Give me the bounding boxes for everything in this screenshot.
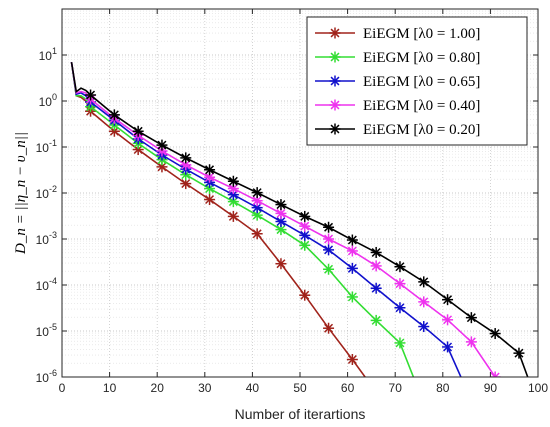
data-point (329, 27, 341, 39)
data-point (370, 260, 382, 272)
legend-entry: EiEGM [λ0 = 1.00] (315, 26, 480, 42)
data-point (442, 341, 454, 353)
data-point (275, 199, 287, 211)
series-5 (70, 61, 529, 377)
legend-label: EiEGM [λ0 = 0.65] (363, 74, 480, 90)
legend-entry: EiEGM [λ0 = 0.80] (315, 50, 480, 66)
data-point (132, 125, 144, 137)
legend-label: EiEGM [λ0 = 0.40] (363, 98, 480, 114)
y-tick-label: 10-5 (36, 322, 57, 339)
data-point (275, 258, 287, 270)
x-tick-label: 60 (341, 381, 355, 395)
y-tick-label: 10-6 (36, 368, 57, 385)
data-point (299, 239, 311, 251)
data-point (85, 89, 97, 101)
x-tick-label: 100 (528, 381, 548, 395)
data-point (418, 296, 430, 308)
data-point (180, 152, 192, 164)
data-point (251, 228, 263, 240)
series-1 (70, 62, 367, 377)
x-tick-label: 0 (59, 381, 66, 395)
x-tick-label: 40 (246, 381, 260, 395)
data-point (227, 210, 239, 222)
data-point (346, 354, 358, 366)
data-point (227, 175, 239, 187)
data-point (489, 371, 501, 377)
y-tick-label: 101 (39, 46, 57, 63)
data-point (108, 109, 120, 121)
y-axis-label-text: D_n = ||η_n − υ_n|| (13, 132, 29, 255)
data-point (323, 322, 335, 334)
data-point (370, 282, 382, 294)
data-point (465, 336, 477, 348)
data-point (323, 263, 335, 275)
data-point (299, 289, 311, 301)
data-point (346, 234, 358, 246)
y-axis-label: D_n = ||η_n − υ_n|| (13, 132, 29, 255)
data-point (394, 261, 406, 273)
data-point (346, 262, 358, 274)
x-tick-label: 50 (293, 381, 307, 395)
x-tick-label: 10 (103, 381, 117, 395)
legend-entry: EiEGM [λ0 = 0.65] (315, 74, 480, 90)
data-point (156, 139, 168, 151)
data-point (251, 187, 263, 199)
data-point (370, 246, 382, 258)
data-point (299, 229, 311, 241)
data-point (275, 207, 287, 219)
series-4 (70, 62, 501, 377)
legend-entry: EiEGM [λ0 = 0.20] (315, 122, 480, 138)
data-point (329, 99, 341, 111)
y-tick-label: 10-2 (36, 184, 57, 201)
plot-series (70, 61, 529, 377)
x-tick-label: 80 (436, 381, 450, 395)
data-point (204, 194, 216, 206)
data-point (323, 244, 335, 256)
legend-label: EiEGM [λ0 = 0.80] (363, 50, 480, 66)
data-point (370, 314, 382, 326)
legend-entry: EiEGM [λ0 = 0.40] (315, 98, 480, 114)
y-tick-label: 100 (39, 92, 57, 109)
data-point (465, 312, 477, 324)
data-point (346, 291, 358, 303)
data-point (329, 75, 341, 87)
data-point (329, 51, 341, 63)
data-point (323, 233, 335, 245)
data-point (442, 314, 454, 326)
y-tick-label: 10-1 (36, 138, 57, 155)
legend: EiEGM [λ0 = 1.00] EiEGM [λ0 = 0.80] EiEGM … (306, 16, 528, 146)
x-tick-label: 20 (151, 381, 165, 395)
data-point (299, 220, 311, 232)
y-tick-label: 10-4 (36, 276, 57, 293)
data-point (418, 321, 430, 333)
y-tick-label: 10-3 (36, 230, 57, 247)
legend-label: EiEGM [λ0 = 0.20] (363, 122, 480, 138)
x-tick-label: 70 (389, 381, 403, 395)
data-point (513, 347, 525, 359)
data-point (346, 245, 358, 257)
x-tick-label: 30 (198, 381, 212, 395)
data-point (180, 159, 192, 171)
data-point (394, 302, 406, 314)
data-point (323, 221, 335, 233)
data-point (442, 294, 454, 306)
data-point (329, 123, 341, 135)
legend-label: EiEGM [λ0 = 1.00] (363, 26, 480, 42)
data-point (394, 337, 406, 349)
data-point (156, 161, 168, 173)
axis-ticks: 0 10 20 30 40 50 60 70 80 90 100 10-6 10-5 10-4 10-3 10… (36, 9, 548, 395)
data-point (394, 278, 406, 290)
data-point (489, 328, 501, 340)
x-axis-label: Number of iterartions (235, 406, 366, 422)
data-point (251, 195, 263, 207)
data-point (204, 164, 216, 176)
data-point (418, 276, 430, 288)
x-tick-label: 90 (484, 381, 498, 395)
data-point (299, 210, 311, 222)
